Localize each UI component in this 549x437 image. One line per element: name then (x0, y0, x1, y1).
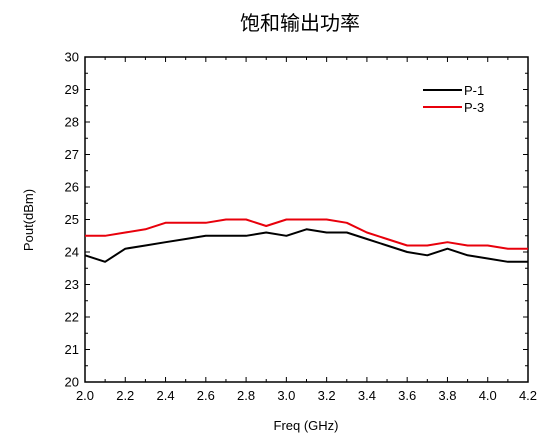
x-tick-label: 2.6 (197, 388, 215, 403)
series-line-p-1 (84, 228, 528, 263)
legend: P-1P-3 (423, 83, 484, 115)
x-tick-label: 2.0 (76, 388, 94, 403)
x-tick-label: 3.2 (318, 388, 336, 403)
x-tick-label: 2.2 (116, 388, 134, 403)
y-axis-ticks: 20 21 22 23 24 25 26 27 28 29 30 (65, 50, 528, 390)
y-tick-label: 26 (65, 180, 79, 195)
x-tick-label: 4.0 (479, 388, 497, 403)
y-tick-label: 30 (65, 50, 79, 65)
y-tick-label: 29 (65, 82, 79, 97)
legend-label: P-3 (464, 100, 484, 115)
x-tick-label: 3.8 (438, 388, 456, 403)
x-axis-ticks: 2.0 2.2 2.4 2.6 2.8 3.0 3.2 3.4 3.6 3.8 4.0 4.2 (76, 57, 537, 403)
y-tick-label: 22 (65, 310, 79, 325)
chart-title: 饱和输出功率 (240, 11, 360, 35)
x-tick-label: 2.8 (237, 388, 255, 403)
x-axis-label: Freq (GHz) (274, 418, 339, 433)
y-tick-label: 28 (65, 115, 79, 130)
y-tick-label: 25 (65, 212, 79, 227)
series-layer (84, 218, 528, 263)
y-tick-label: 27 (65, 147, 79, 162)
y-axis-label: Pout(dBm) (21, 189, 36, 251)
legend-label: P-1 (464, 83, 484, 98)
series-line-p-3 (85, 218, 528, 250)
x-tick-label: 2.4 (157, 388, 175, 403)
x-tick-label: 3.0 (277, 388, 295, 403)
y-tick-label: 21 (65, 342, 79, 357)
y-tick-label: 24 (65, 245, 79, 260)
x-tick-label: 3.4 (358, 388, 376, 403)
x-tick-label: 3.6 (398, 388, 416, 403)
y-tick-label: 20 (65, 375, 79, 390)
y-tick-label: 23 (65, 277, 79, 292)
x-tick-label: 4.2 (519, 388, 537, 403)
